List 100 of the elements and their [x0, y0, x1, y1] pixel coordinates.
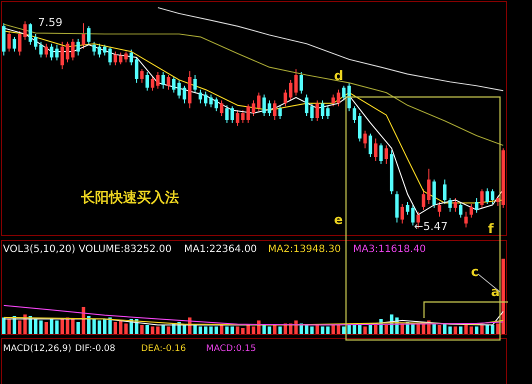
bar	[496, 323, 500, 334]
bar	[44, 322, 48, 334]
annotation: 长阳快速买入法	[80, 190, 179, 206]
candlestick	[161, 72, 165, 90]
candlestick	[108, 46, 112, 66]
annotation: a	[491, 285, 500, 300]
candlestick	[432, 179, 436, 208]
candlestick	[331, 94, 335, 107]
bar	[416, 323, 420, 334]
bar	[454, 326, 458, 334]
bar	[448, 326, 452, 334]
bar	[342, 326, 346, 334]
candlestick	[18, 30, 22, 56]
candlestick	[358, 112, 362, 142]
candlestick	[60, 41, 64, 70]
candlestick	[374, 138, 378, 162]
bar	[2, 317, 6, 334]
candlestick	[363, 130, 367, 149]
candlestick	[76, 38, 80, 56]
candlestick	[7, 30, 11, 52]
text: MACD(12,26,9)	[3, 344, 72, 354]
candlestick	[140, 68, 144, 84]
candlestick	[316, 100, 319, 122]
bar	[443, 323, 446, 334]
annotation: c	[471, 265, 479, 280]
candlestick	[193, 74, 197, 94]
candlestick	[288, 79, 292, 101]
bar	[363, 326, 367, 334]
candlestick	[458, 202, 462, 218]
bar	[490, 324, 494, 334]
candlestick	[246, 104, 250, 124]
candlestick	[114, 51, 118, 66]
bar	[114, 322, 118, 334]
chart-title: VOL3(5,10,20) VOLUME:83252.00	[3, 244, 172, 255]
candlestick	[44, 43, 48, 58]
bar	[18, 320, 22, 334]
candlestick	[427, 168, 431, 204]
candlestick	[474, 198, 478, 214]
bar	[273, 324, 276, 334]
candlestick	[347, 82, 351, 112]
candlestick	[130, 49, 134, 66]
annotation: 7.59	[38, 16, 62, 29]
candlestick	[34, 33, 38, 50]
candlestick	[438, 202, 442, 218]
bar	[7, 318, 11, 334]
bar	[384, 324, 388, 334]
bar	[60, 318, 64, 334]
bar	[108, 317, 112, 334]
bar	[161, 324, 165, 334]
candlestick	[23, 20, 27, 40]
bar	[246, 324, 250, 334]
candlestick	[486, 188, 489, 204]
candlestick	[352, 106, 356, 124]
bar	[331, 324, 335, 334]
candlestick	[134, 56, 138, 84]
candlestick	[118, 52, 122, 65]
bar	[474, 326, 478, 334]
candlestick	[278, 104, 282, 120]
bar	[374, 324, 378, 334]
candlestick	[12, 36, 16, 52]
candlestick	[257, 92, 261, 112]
bar	[278, 326, 282, 334]
bar	[438, 324, 442, 334]
candlestick	[448, 198, 452, 212]
candlestick	[368, 133, 372, 158]
bar	[225, 326, 229, 334]
annotation: d	[334, 69, 344, 84]
candlestick	[220, 100, 224, 117]
candlestick	[342, 85, 346, 101]
bar	[204, 326, 208, 334]
candlestick	[496, 196, 500, 206]
text: DEA:-0.16	[141, 344, 186, 354]
candlestick	[103, 44, 106, 56]
bar	[316, 324, 319, 334]
candlestick	[395, 190, 399, 224]
candlestick	[204, 91, 208, 107]
bar	[34, 318, 38, 334]
candlestick	[443, 179, 446, 204]
bar	[118, 320, 122, 334]
candlestick	[384, 144, 388, 164]
bar	[501, 258, 505, 334]
text: DIF:-0.08	[75, 344, 116, 354]
bar	[220, 324, 224, 334]
bar	[87, 316, 91, 334]
bar	[103, 318, 106, 334]
candlestick	[198, 89, 202, 104]
candlestick	[230, 106, 234, 124]
candlestick	[273, 100, 276, 120]
bar	[432, 323, 436, 334]
bar	[480, 324, 484, 334]
bar	[214, 326, 218, 334]
bar	[400, 323, 404, 334]
text: MA1:22364.00	[184, 244, 257, 255]
text: MA3:11618.40	[353, 244, 426, 255]
annotation: ←5.47	[414, 220, 448, 233]
candlestick	[300, 72, 304, 94]
candlestick	[172, 76, 176, 94]
candlestick	[470, 203, 474, 218]
candlestick	[490, 188, 494, 204]
bar	[230, 326, 234, 334]
